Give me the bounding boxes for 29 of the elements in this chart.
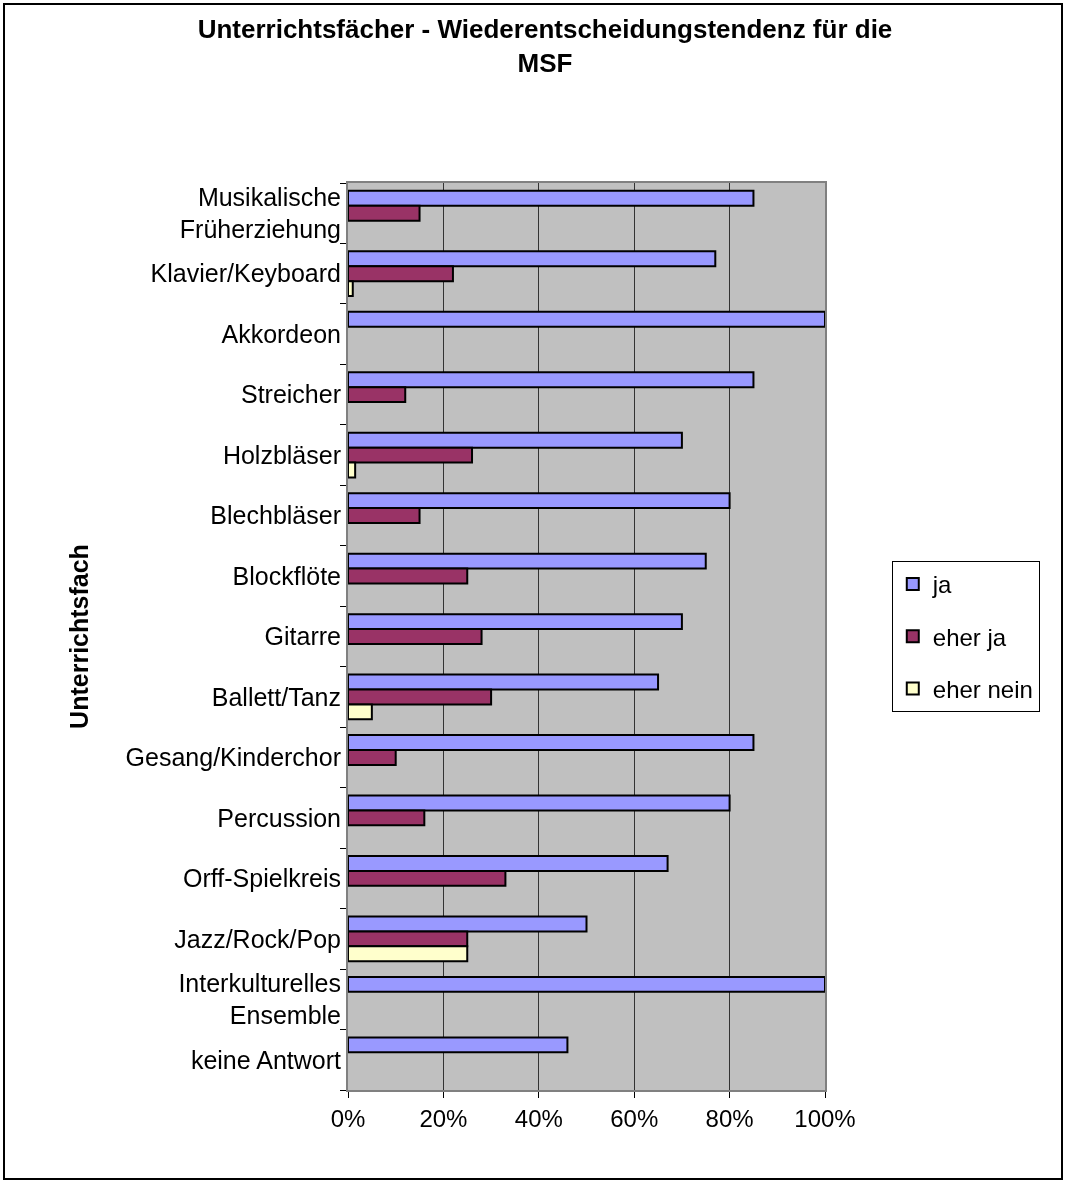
bar [348, 310, 825, 328]
y-tick-label: Orff-Spielkreis [183, 864, 341, 893]
x-tick-label: 40% [514, 1104, 563, 1132]
legend-label: eher ja [932, 623, 1007, 651]
x-tick-label: 0% [330, 1104, 366, 1132]
y-tick-label: Gesang/Kinderchor [125, 743, 341, 772]
y-tick-label: Percussion [217, 803, 341, 832]
legend-label: eher nein [932, 675, 1033, 703]
y-tick-label: Ballett/Tanz [211, 682, 341, 711]
bar [348, 1036, 569, 1054]
y-axis-title: Unterrichtsfach [64, 544, 93, 729]
x-tick-label: 20% [419, 1104, 468, 1132]
y-tick-label: Blechbläser [210, 501, 341, 530]
y-tick-label: Akkordeon [221, 319, 341, 348]
chart-title: Unterrichtsfächer - Wiederentscheidungstendenz für die MSF [197, 14, 893, 78]
x-tick-label: 60% [610, 1104, 659, 1132]
y-tick-label: Interkulturelles Ensemble [178, 968, 341, 1030]
y-tick-label: Streicher [240, 380, 341, 409]
bar [348, 975, 825, 993]
x-tick-label: 100% [794, 1104, 856, 1132]
y-tick-label: Holzbläser [222, 440, 341, 469]
x-tick-label: 80% [705, 1104, 754, 1132]
legend-label: ja [931, 571, 953, 599]
y-tick-label: keine Antwort [190, 1045, 342, 1074]
y-tick-label: Blockflöte [232, 561, 341, 590]
y-tick-label: Gitarre [264, 622, 341, 651]
y-tick-label: Klavier/Keyboard [150, 259, 341, 288]
y-tick-label: Jazz/Rock/Pop [174, 924, 341, 953]
y-tick-label: Musikalische Früherziehung [179, 182, 341, 244]
